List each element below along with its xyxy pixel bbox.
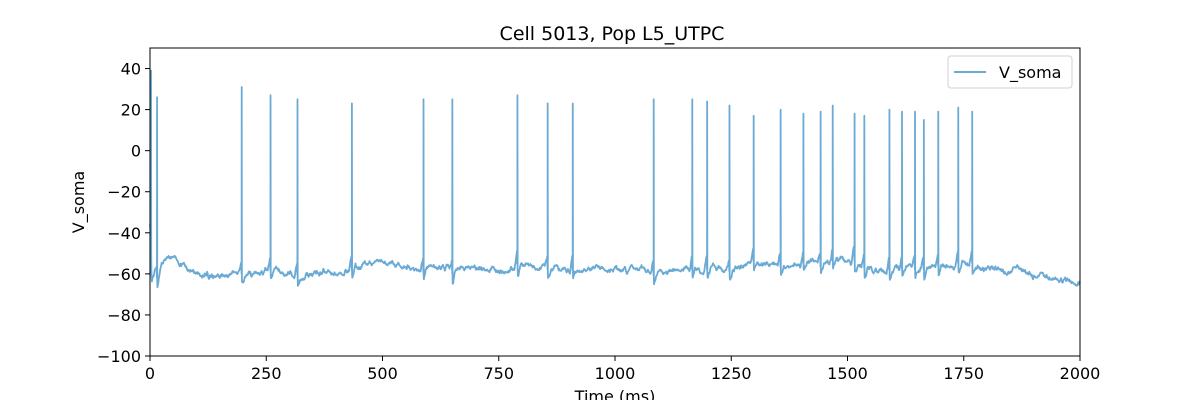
chart-title: Cell 5013, Pop L5_UTPC xyxy=(500,23,725,45)
x-axis-label: Time (ms) xyxy=(574,387,656,400)
y-tick-label: −40 xyxy=(107,224,141,243)
x-tick-label: 1750 xyxy=(943,364,984,383)
legend: V_soma xyxy=(947,55,1073,89)
x-tick-label: 1250 xyxy=(711,364,752,383)
plot-area xyxy=(149,47,1081,357)
series-layer xyxy=(149,69,1081,289)
x-tick-label: 250 xyxy=(251,364,282,383)
legend-box xyxy=(947,55,1073,89)
legend-label-v-soma: V_soma xyxy=(999,63,1061,83)
x-tick-label: 1500 xyxy=(827,364,868,383)
y-tick-label: −60 xyxy=(107,265,141,284)
y-tick-label: 40 xyxy=(121,60,141,79)
x-tick-label: 2000 xyxy=(1060,364,1101,383)
x-tick-label: 750 xyxy=(483,364,514,383)
x-tick-label: 500 xyxy=(367,364,398,383)
y-tick-label: −20 xyxy=(107,183,141,202)
y-tick-label: −80 xyxy=(107,306,141,325)
series-line-v-soma xyxy=(149,69,1081,289)
y-axis-label: V_soma xyxy=(69,171,89,233)
x-tick-label: 1000 xyxy=(595,364,636,383)
y-axis: −100 −80 −60 −40 −20 0 20 40 xyxy=(97,60,150,366)
y-tick-label: 20 xyxy=(121,101,141,120)
x-tick-label: 0 xyxy=(145,364,155,383)
x-axis: 0 250 500 750 1000 1250 1500 1750 2000 xyxy=(145,356,1100,383)
plot-frame xyxy=(150,48,1080,356)
y-tick-label: −100 xyxy=(97,347,141,366)
y-tick-label: 0 xyxy=(131,142,141,161)
